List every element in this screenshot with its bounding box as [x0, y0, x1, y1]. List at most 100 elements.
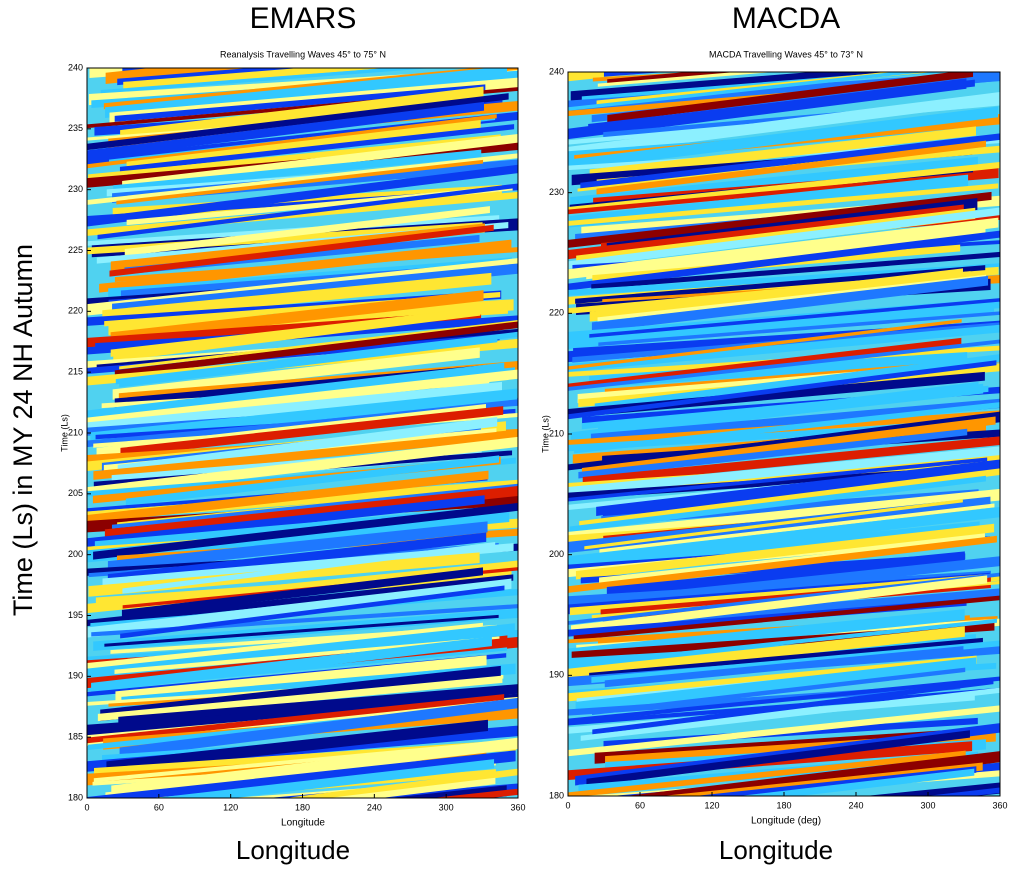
wave-band [432, 788, 518, 798]
wave-band [568, 230, 1000, 291]
wave-band [568, 535, 997, 593]
wave-band [123, 68, 388, 89]
wave-band [573, 595, 1000, 641]
x-tick-label: 60 [154, 802, 164, 812]
chart-title: EMARS [250, 2, 357, 35]
wave-band [604, 646, 964, 688]
wave-band [114, 636, 500, 674]
y-tick-label: 180 [549, 790, 564, 800]
wave-band [119, 124, 515, 173]
x-tick-label: 240 [848, 800, 863, 810]
wave-band [568, 91, 1000, 158]
wave-band [91, 688, 488, 738]
wave-band [578, 428, 968, 479]
wave-band [87, 578, 512, 638]
x-tick-label: 0 [84, 802, 89, 812]
wave-band [591, 275, 989, 333]
wave-band [87, 101, 484, 160]
x-axis-label: Longitude (deg) [751, 816, 821, 827]
wave-band [568, 446, 1000, 496]
wave-band [568, 207, 1000, 270]
x-tick-label: 60 [635, 800, 645, 810]
y-tick-label: 240 [68, 62, 83, 72]
wave-band [598, 311, 1000, 347]
wave-band [87, 153, 518, 205]
wave-band [111, 737, 518, 797]
y-tick-label: 190 [549, 670, 564, 680]
wave-band [124, 206, 490, 256]
x-axis-label: Longitude [281, 818, 325, 829]
wave-band [119, 697, 518, 758]
wave-band [568, 319, 962, 370]
y-tick-label: 190 [68, 671, 83, 681]
wave-band [97, 675, 503, 722]
wave-band [110, 223, 485, 271]
wave-band [568, 457, 988, 502]
wave-band [87, 470, 489, 524]
x-tick-label: 0 [565, 800, 570, 810]
y-tick-label: 220 [549, 308, 564, 318]
x-tick-label: 180 [776, 800, 791, 810]
y-tick-label: 200 [68, 549, 83, 559]
wave-band [125, 455, 500, 506]
wave-band [93, 502, 518, 560]
wave-band [568, 339, 1000, 391]
y-tick-label: 180 [68, 792, 83, 802]
wave-band [568, 676, 1000, 723]
wave-band [575, 657, 977, 713]
wave-band [93, 741, 494, 783]
wave-band [591, 251, 1000, 290]
panel-caption: Longitude [719, 835, 833, 865]
panel-caption: Longitude [236, 835, 350, 865]
wave-band [568, 626, 965, 680]
wave-band [569, 475, 986, 533]
wave-band [568, 750, 966, 796]
wave-band [99, 239, 512, 293]
wave-band [87, 574, 514, 627]
wave-band [568, 263, 1000, 296]
wave-band [568, 106, 998, 171]
figure-y-label: Time (Ls) in MY 24 NH Autumn [8, 244, 38, 616]
wave-band [100, 68, 433, 94]
chart-subtitle: Reanalysis Travelling Waves 45° to 75° N [220, 49, 386, 59]
y-tick-label: 210 [549, 428, 564, 438]
y-tick-label: 225 [68, 245, 83, 255]
panel: 0 60 120 180 240 300 360 180 190 200 210 220 230 240 M… [540, 2, 1007, 865]
wave-band [568, 183, 999, 226]
wave-band [571, 575, 988, 634]
wave-band [596, 140, 986, 195]
y-tick-label: 240 [549, 66, 564, 76]
wave-band [586, 730, 970, 787]
x-tick-label: 300 [920, 800, 935, 810]
y-tick-label: 185 [68, 732, 83, 742]
wave-band [926, 787, 1000, 796]
x-tick-label: 240 [367, 802, 382, 812]
wave-band [126, 185, 513, 226]
y-tick-label: 215 [68, 367, 83, 377]
wave-band [739, 768, 975, 796]
wave-band [87, 750, 516, 798]
wave-band [119, 320, 518, 370]
wave-band [568, 72, 658, 82]
wave-band [114, 321, 518, 377]
y-tick-label: 230 [549, 187, 564, 197]
x-tick-label: 300 [439, 802, 454, 812]
wave-band [106, 719, 488, 773]
wave-band [575, 265, 986, 304]
chart-title: MACDA [732, 2, 840, 35]
wave-band [568, 78, 967, 140]
x-tick-label: 180 [295, 802, 310, 812]
wave-band [111, 483, 518, 529]
wave-band [592, 667, 966, 716]
wave-band [124, 234, 480, 275]
wave-band [107, 521, 488, 573]
wave-band [584, 499, 963, 550]
wave-band [586, 228, 986, 280]
wave-band [568, 324, 1000, 372]
y-axis-label: Time (Ls) [59, 414, 69, 452]
wave-field [87, 68, 518, 798]
wave-band [568, 371, 985, 418]
wave-band [599, 503, 995, 554]
x-tick-label: 120 [704, 800, 719, 810]
